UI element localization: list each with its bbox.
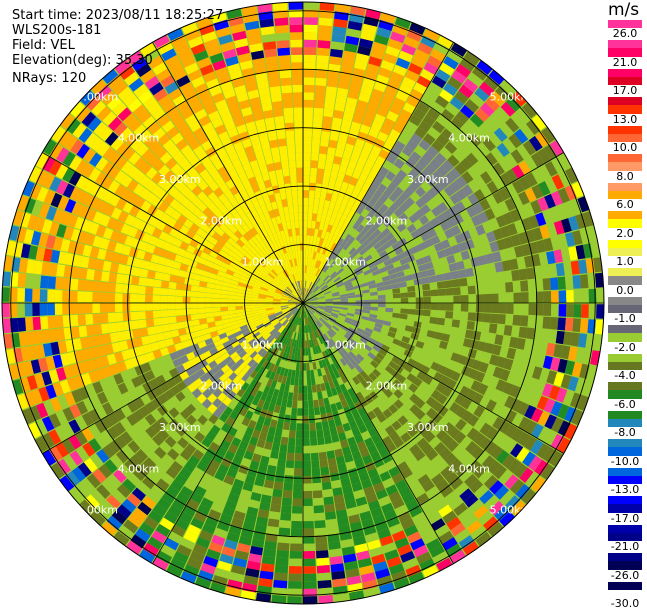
range-ring-label: 3.00km	[159, 421, 201, 434]
colorbar-tick-label: -8.0	[608, 427, 642, 439]
colorbar-tick-label: 1.0	[608, 256, 642, 268]
range-ring-label: 5.00km	[76, 90, 118, 103]
colorbar-tick-label: -21.0	[608, 541, 642, 553]
range-ring-label: 2.00km	[200, 380, 242, 393]
colorbar-tick-label: 2.0	[608, 228, 642, 240]
elevation-label: Elevation(deg): 35.30	[12, 54, 153, 67]
colorbar-tick-label: -1.0	[608, 313, 642, 325]
field-label: Field: VEL	[12, 39, 75, 52]
colorbar-tick-label: -2.0	[608, 342, 642, 354]
range-ring-label: 4.00km	[118, 462, 160, 475]
colorbar-tick-label: -4.0	[608, 370, 642, 382]
range-ring-label: 2.00km	[366, 214, 408, 227]
range-ring-label: 1.00km	[324, 256, 366, 269]
colorbar-tick-label: 13.0	[608, 114, 642, 126]
range-ring-label: 5.00km	[76, 504, 118, 517]
colorbar-tick-label: 8.0	[608, 171, 642, 183]
colorbar-tick-label: -6.0	[608, 399, 642, 411]
colorbar-tick-label: 21.0	[608, 57, 642, 69]
colorbar-tick-label: 6.0	[608, 199, 642, 211]
range-ring-label: 3.00km	[407, 173, 449, 186]
colorbar-tick-label: 0.0	[608, 285, 642, 297]
colorbar-tick-label: -30.0	[608, 598, 642, 610]
range-ring-label: 5.00km	[490, 90, 532, 103]
range-ring-label: 4.00km	[448, 462, 490, 475]
colorbar-unit: m/s	[608, 0, 639, 20]
colorbar: 26.0 21.0 17.0 13.0 10.0 8.0 6.0 2.0 1.0 0.0 -1.0 -…	[608, 20, 642, 604]
colorbar-tick-label: 17.0	[608, 85, 642, 97]
range-ring-label: 3.00km	[407, 421, 449, 434]
nrays-label: NRays: 120	[12, 72, 86, 85]
range-ring-label: 4.00km	[118, 132, 160, 145]
range-ring-label: 2.00km	[200, 214, 242, 227]
start-time-label: Start time: 2023/08/11 18:25:27	[12, 9, 223, 22]
range-ring-label: 4.00km	[448, 132, 490, 145]
range-ring-label: 2.00km	[366, 380, 408, 393]
colorbar-tick-label: 10.0	[608, 142, 642, 154]
colorbar-tick-label: -17.0	[608, 513, 642, 525]
colorbar-tick-label: -10.0	[608, 456, 642, 468]
range-ring-label: 1.00km	[242, 338, 284, 351]
range-ring-label: 1.00km	[324, 338, 366, 351]
colorbar-tick-label: -26.0	[608, 570, 642, 582]
site-label: WLS200s-181	[12, 24, 101, 37]
colorbar-tick-label: 26.0	[608, 28, 642, 40]
range-ring-label: 3.00km	[159, 173, 201, 186]
range-ring-label: 1.00km	[242, 256, 284, 269]
colorbar-tick-label: -13.0	[608, 484, 642, 496]
radar-ppi-plot: 1.00km 1.00km 1.00km 1.00km 2.00km 2.00km 2.00…	[0, 0, 605, 607]
